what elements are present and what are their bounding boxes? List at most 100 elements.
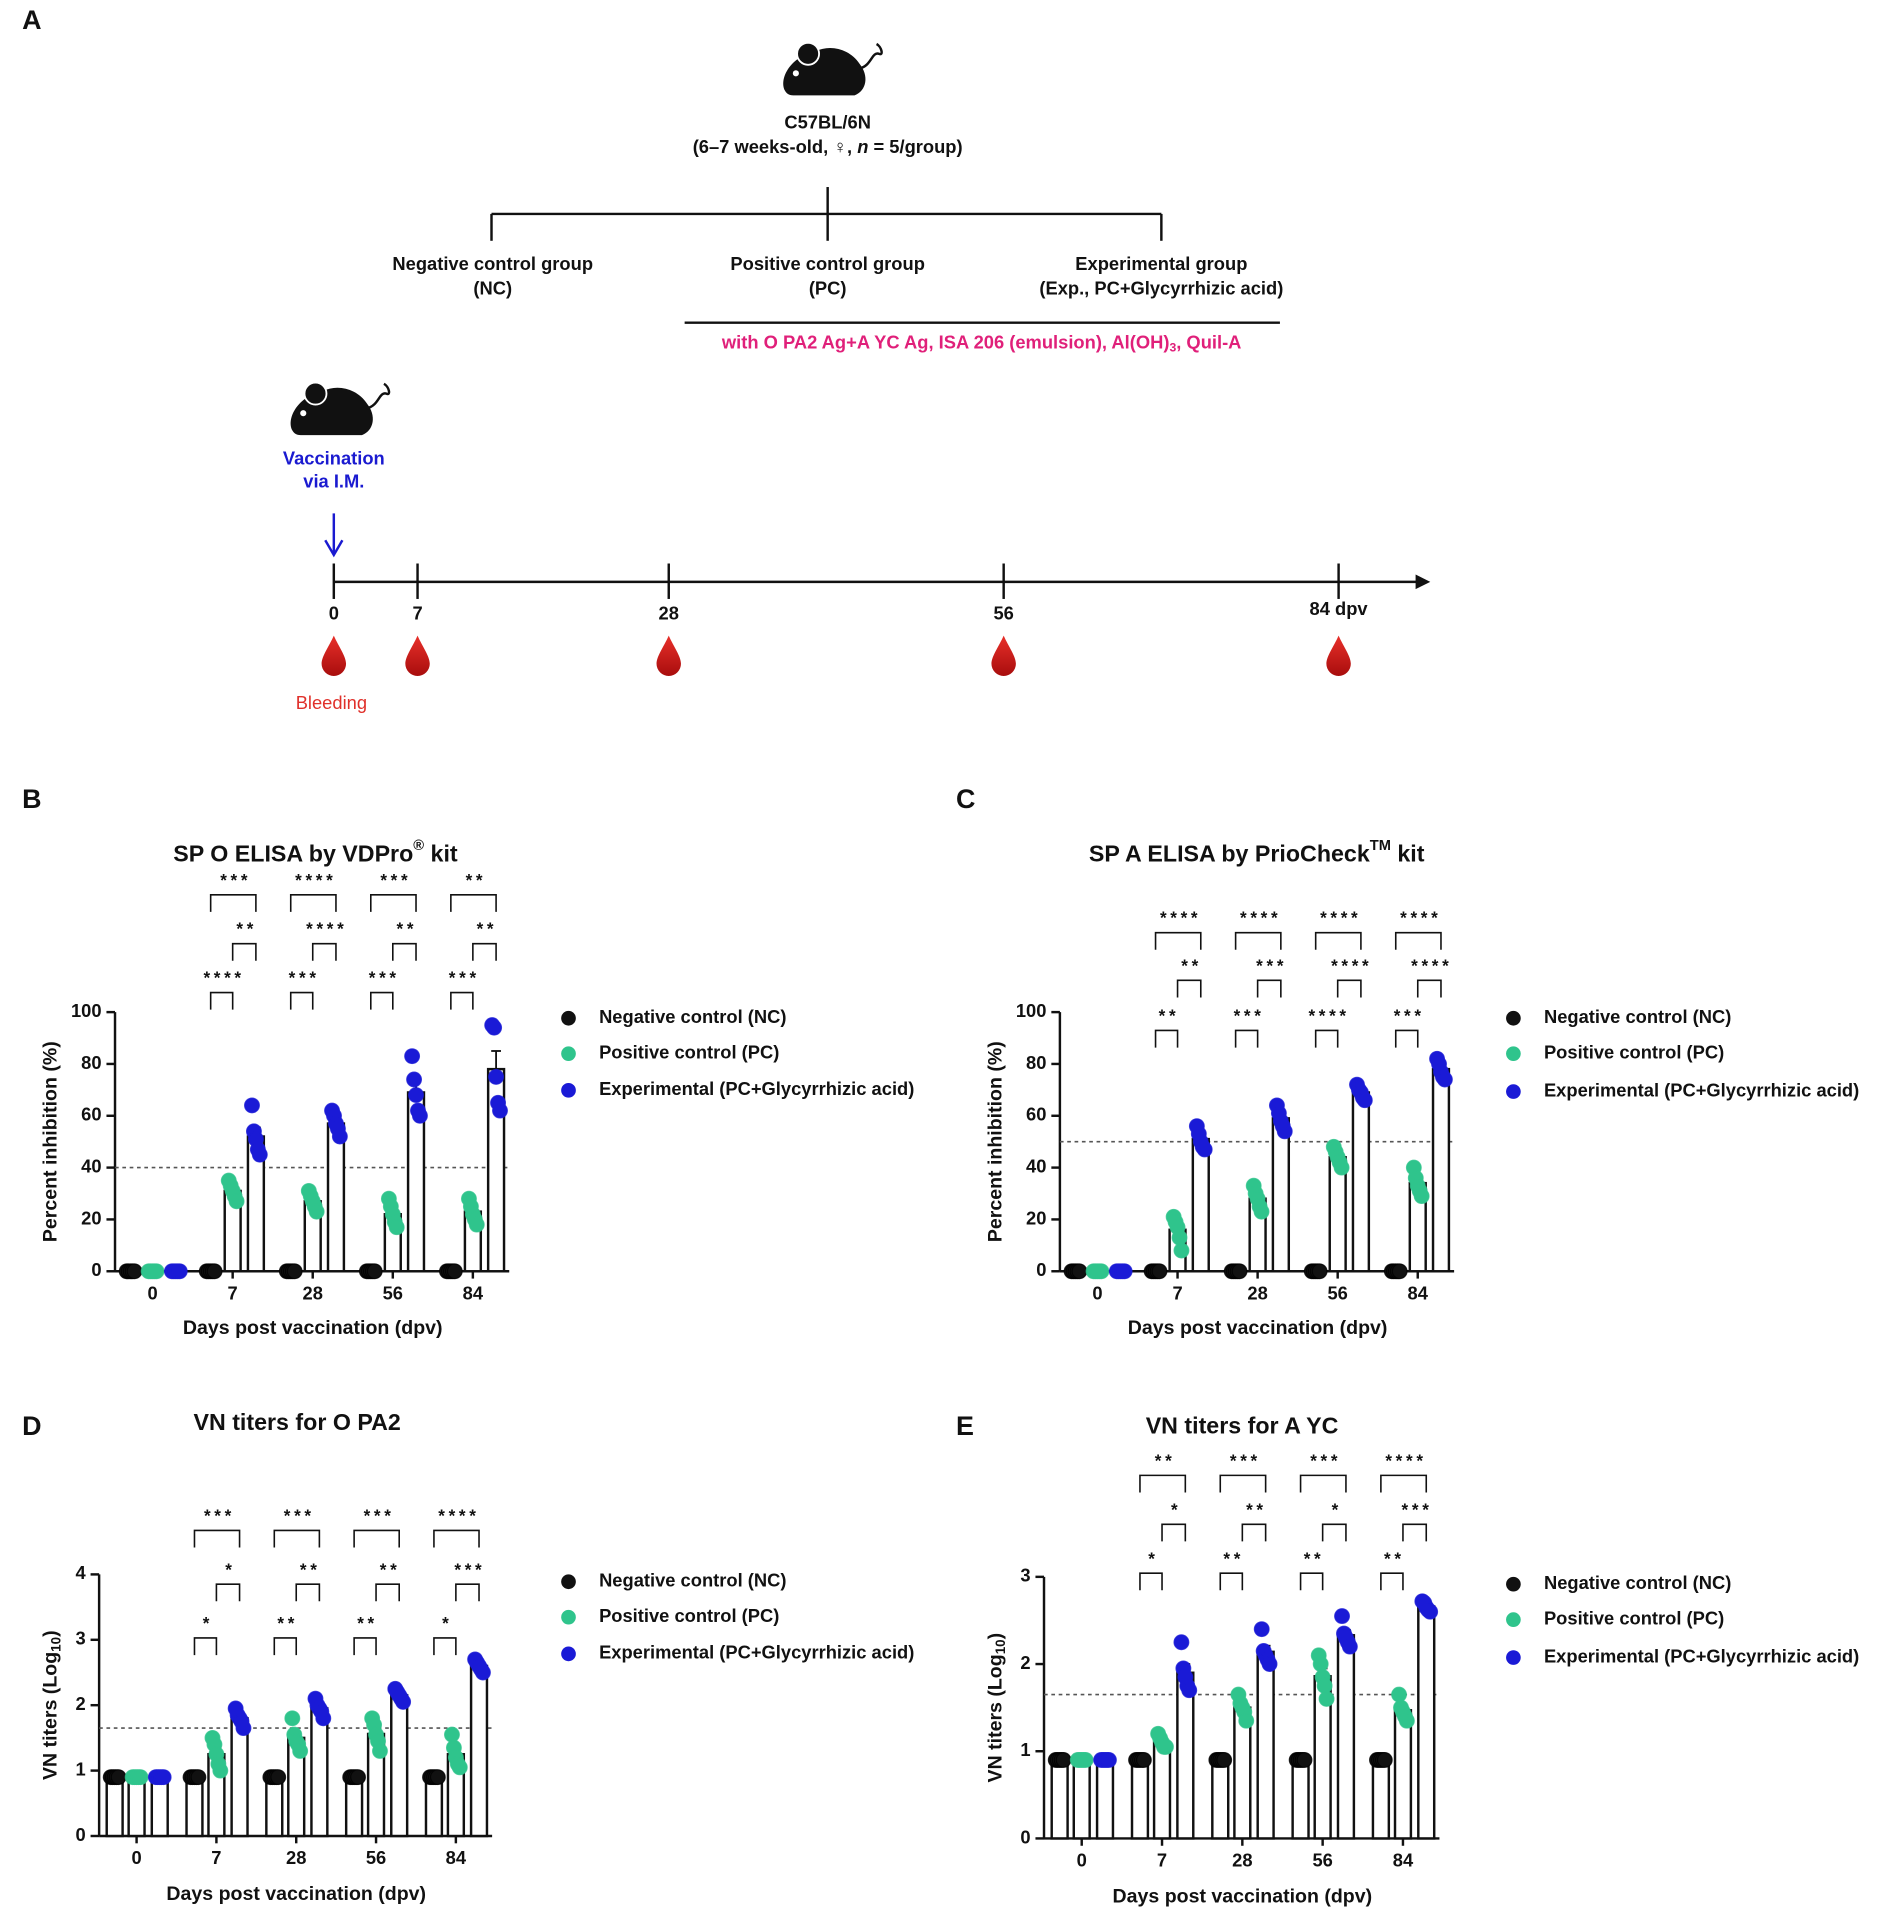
data-point — [284, 1710, 301, 1727]
data-point — [286, 1263, 303, 1280]
data-point — [1196, 1141, 1213, 1158]
data-point — [1311, 1263, 1328, 1280]
data-point — [1413, 1188, 1430, 1205]
data-point — [1231, 1263, 1248, 1280]
data-point — [468, 1216, 485, 1233]
x-tick-label: 84 — [463, 1282, 484, 1303]
bar — [150, 1775, 169, 1838]
panel-label: C — [956, 784, 975, 814]
mouse-tail — [859, 42, 883, 70]
x-tick-label: 0 — [131, 1847, 141, 1868]
bar — [390, 1694, 409, 1838]
significance-label: *** — [289, 969, 320, 988]
significance-label: ** — [277, 1614, 298, 1633]
significance-bracket — [231, 942, 257, 961]
chart-title: VN titers for O PA2 — [193, 1409, 400, 1435]
significance-bracket — [375, 1583, 400, 1602]
significance-label: **** — [1331, 956, 1372, 975]
significance-label: ** — [1304, 1549, 1325, 1568]
legend-marker — [561, 1574, 576, 1590]
panel-label: E — [956, 1411, 974, 1441]
bar — [326, 1122, 346, 1273]
data-point — [251, 1146, 268, 1163]
significance-label: ** — [1223, 1549, 1244, 1568]
bar — [1130, 1758, 1150, 1840]
significance-bracket — [1394, 931, 1442, 950]
data-point — [132, 1769, 149, 1786]
data-point — [1071, 1263, 1088, 1280]
data-point — [492, 1102, 508, 1119]
data-point — [486, 1019, 503, 1036]
legend-marker — [1506, 1612, 1521, 1627]
data-point — [372, 1743, 388, 1759]
y-label-sub: 10 — [993, 1639, 1008, 1654]
data-point — [155, 1769, 172, 1786]
bar — [105, 1775, 124, 1838]
significance-bracket — [1380, 1572, 1404, 1591]
significance-label: *** — [1394, 1007, 1425, 1026]
legend-label: Experimental (PC+Glycyrrhizic acid) — [1544, 1645, 1859, 1666]
significance-bracket — [193, 1529, 241, 1548]
significance-bracket — [1241, 1523, 1267, 1542]
significance-label: *** — [380, 871, 411, 890]
x-axis-label: Days post vaccination (dpv) — [166, 1883, 426, 1905]
x-tick-label: 7 — [228, 1282, 238, 1303]
data-point — [408, 1087, 424, 1103]
significance-label: * — [1171, 1500, 1181, 1519]
significance-label: ** — [380, 1560, 401, 1579]
data-point — [1398, 1712, 1415, 1729]
x-tick-label: 28 — [286, 1847, 306, 1868]
significance-bracket — [289, 893, 337, 912]
group-label: (Exp., PC+Glycyrrhizic acid) — [1039, 278, 1283, 299]
x-tick-label: 56 — [366, 1847, 386, 1868]
x-tick-label: 84 — [446, 1847, 467, 1868]
y-tick-label: 0 — [1036, 1259, 1046, 1280]
significance-label: * — [442, 1614, 452, 1633]
strain-detail-part: = 5/group) — [868, 136, 962, 157]
significance-bracket — [193, 1637, 218, 1656]
bar — [1072, 1758, 1091, 1840]
blood-drop — [991, 635, 1016, 676]
significance-label: * — [203, 1614, 213, 1633]
y-tick-label: 2 — [75, 1693, 85, 1714]
significance-label: **** — [203, 969, 244, 988]
significance-bracket — [1416, 979, 1442, 998]
y-label-part: ) — [985, 1633, 1007, 1640]
y-tick-label: 1 — [75, 1758, 85, 1779]
x-axis-label: Days post vaccination (dpv) — [183, 1317, 443, 1339]
bar — [1271, 1117, 1291, 1273]
significance-label: ** — [300, 1560, 321, 1579]
data-point — [444, 1726, 460, 1743]
title-part: SP A ELISA by PrioCheck — [1089, 841, 1370, 867]
x-tick-label: 56 — [383, 1282, 403, 1303]
significance-label: *** — [1230, 1451, 1261, 1470]
legend-label: Experimental (PC+Glycyrrhizic acid) — [599, 1642, 914, 1663]
significance-bracket — [215, 1583, 241, 1602]
data-point — [1253, 1621, 1270, 1638]
significance-bracket — [353, 1637, 377, 1656]
adjuvant-part: with O PA2 Ag+A YC Ag, ISA 206 (emulsion… — [721, 331, 1170, 352]
significance-label: ** — [477, 920, 498, 939]
significance-bracket — [1139, 1474, 1187, 1493]
data-point — [1171, 1229, 1188, 1246]
significance-bracket — [1161, 1523, 1187, 1542]
legend-label: Negative control (NC) — [1544, 1006, 1731, 1027]
data-point — [171, 1263, 188, 1280]
y-label-part: ) — [40, 1630, 62, 1637]
significance-bracket — [311, 942, 337, 961]
data-point — [244, 1097, 260, 1114]
significance-bracket — [289, 991, 314, 1010]
title-part: VN titers for A YC — [1146, 1413, 1339, 1439]
significance-bracket — [369, 893, 417, 912]
strain-detail-part: n — [857, 136, 868, 157]
significance-label: **** — [306, 920, 347, 939]
adjuvant-part: , Quil-A — [1176, 331, 1241, 352]
data-point — [1422, 1603, 1439, 1620]
timeline-label: 0 — [329, 603, 339, 624]
significance-bracket — [1380, 1474, 1428, 1493]
x-tick-label: 84 — [1393, 1850, 1414, 1871]
x-tick-label: 56 — [1312, 1850, 1332, 1871]
data-point — [1436, 1071, 1453, 1088]
y-tick-label: 0 — [75, 1824, 85, 1845]
blood-drop — [1326, 635, 1351, 676]
